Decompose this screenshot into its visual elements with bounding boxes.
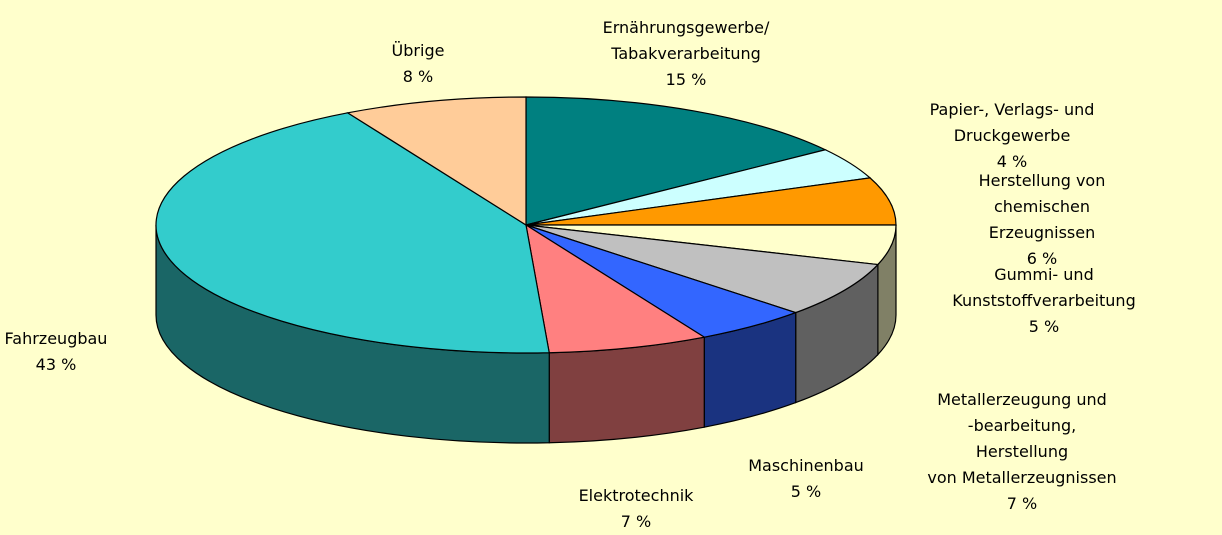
category-label: Elektrotechnik xyxy=(578,486,694,505)
slice-label: Ernährungsgewerbe/ Tabakverarbeitung 15 % xyxy=(603,15,770,93)
value-label: 7 % xyxy=(1006,494,1038,513)
category-label: Maschinenbau xyxy=(748,456,864,475)
value-label: 8 % xyxy=(402,67,434,86)
category-label: Übrige xyxy=(391,41,445,60)
slice-label: Maschinenbau 5 % xyxy=(748,453,864,505)
category-label: Gummi- und Kunststoffverarbeitung xyxy=(952,265,1136,310)
slice-label: Gummi- und Kunststoffverarbeitung 5 % xyxy=(952,262,1135,340)
slice xyxy=(525,224,880,404)
slice-top xyxy=(346,96,527,227)
slice-top xyxy=(525,224,880,314)
category-label: Herstellung von chemischen Erzeugnissen xyxy=(978,171,1106,242)
value-label: 6 % xyxy=(1026,249,1058,268)
slice xyxy=(525,223,706,444)
value-label: 43 % xyxy=(35,355,77,374)
slice-label: Herstellung von chemischen Erzeugnissen 6… xyxy=(952,168,1132,272)
slice-label: Elektrotechnik 7 % xyxy=(579,483,694,535)
slice-top xyxy=(525,96,828,226)
slice xyxy=(525,177,897,226)
category-label: Metallerzeugung und -bearbeitung, Herste… xyxy=(927,390,1117,487)
slice-side xyxy=(548,336,705,444)
slice-top xyxy=(525,223,706,354)
slice-label: Fahrzeugbau 43 % xyxy=(5,326,108,378)
category-label: Ernährungsgewerbe/ Tabakverarbeitung xyxy=(602,18,770,63)
value-label: 7 % xyxy=(620,512,652,531)
slice-top xyxy=(525,177,897,226)
category-label: Fahrzeugbau xyxy=(4,329,108,348)
slice xyxy=(525,96,828,226)
slice-label: Übrige 8 % xyxy=(392,38,445,90)
slice-label: Papier-, Verlags- und Druckgewerbe 4 % xyxy=(907,97,1117,175)
slice-top xyxy=(155,112,550,354)
slice-label: Metallerzeugung und -bearbeitung, Herste… xyxy=(922,387,1122,517)
slice xyxy=(346,96,527,227)
category-label: Papier-, Verlags- und Druckgewerbe xyxy=(929,100,1095,145)
value-label: 5 % xyxy=(790,482,822,501)
slice xyxy=(155,112,550,444)
value-label: 5 % xyxy=(1028,317,1060,336)
value-label: 4 % xyxy=(996,152,1028,171)
value-label: 15 % xyxy=(665,70,707,89)
